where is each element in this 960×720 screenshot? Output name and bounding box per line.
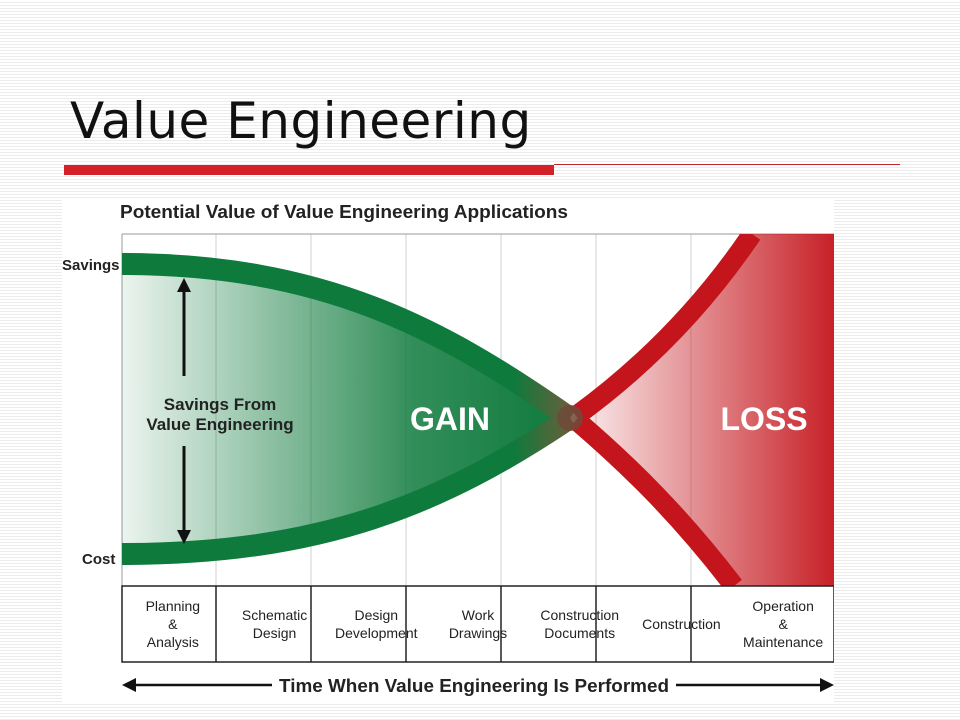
y-label-savings: Savings [62, 257, 120, 274]
phase-label-line: Planning [146, 598, 201, 614]
gain-label: GAIN [410, 401, 490, 437]
loss-region [570, 234, 834, 586]
phase-label-line: & [778, 616, 788, 632]
loss-upper-curve [570, 234, 761, 425]
gain-lower-curve [122, 408, 577, 565]
savings-note-line2: Value Engineering [146, 415, 293, 434]
loss-lower-curve [569, 412, 742, 586]
loss-label: LOSS [720, 401, 807, 437]
phase-label-line: Design [253, 625, 297, 641]
diagram-svg: Potential Value of Value Engineering App… [62, 202, 835, 696]
phase-label-line: Maintenance [743, 634, 823, 650]
slide-title: Value Engineering [70, 92, 532, 150]
phase-label-line: Schematic [242, 607, 307, 623]
title-underline-accent [64, 165, 554, 175]
gain-upper-curve [122, 253, 577, 427]
phase-label-line: Development [335, 625, 418, 641]
phase-label-line: Construction [642, 616, 721, 632]
phase-label-line: Construction [540, 607, 619, 623]
crossover-point [557, 405, 583, 431]
phase-label-line: Drawings [449, 625, 507, 641]
savings-note-line1: Savings From [164, 395, 276, 414]
phase-label-line: Operation [752, 598, 813, 614]
phase-table: Planning & Analysis Schematic Design Design De… [121, 585, 835, 663]
value-engineering-diagram: Potential Value of Value Engineering App… [62, 198, 835, 702]
phase-label-line: Analysis [147, 634, 199, 650]
figure-title: Potential Value of Value Engineering App… [120, 202, 568, 222]
phase-labels: Planning & Analysis Schematic Design Design De… [146, 598, 824, 650]
phase-label-line: Work [462, 607, 495, 623]
savings-range-arrow [177, 278, 191, 544]
phase-label-line: Design [354, 607, 398, 623]
phase-label-line: Documents [544, 625, 615, 641]
phase-label-line: & [168, 616, 178, 632]
time-axis-arrow [122, 678, 834, 692]
title-underline-rule [554, 164, 900, 165]
y-label-cost: Cost [82, 551, 115, 568]
time-axis-label: Time When Value Engineering Is Performed [279, 676, 669, 696]
